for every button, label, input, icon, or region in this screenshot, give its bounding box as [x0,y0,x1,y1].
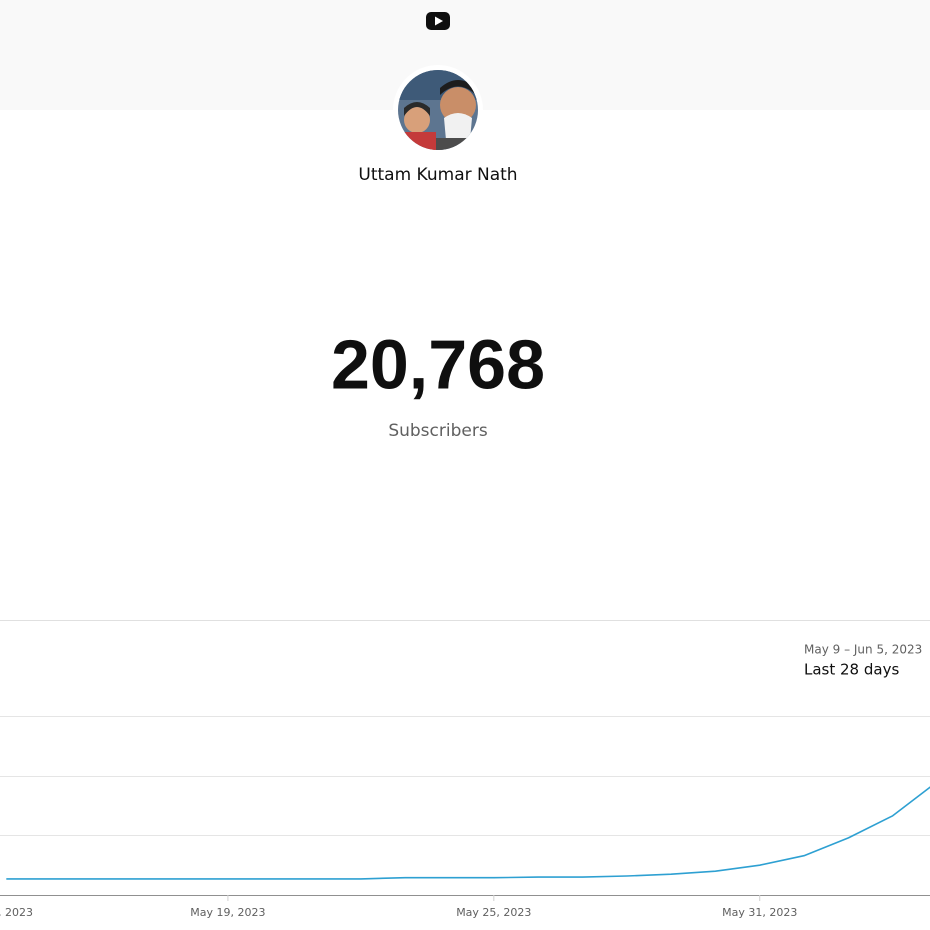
x-tick-label: May 25, 2023 [456,906,531,919]
chart [0,716,930,896]
subscriber-label: Subscribers [388,421,488,441]
avatar[interactable] [393,65,483,155]
period-label[interactable]: Last 28 days [804,661,899,679]
x-tick-label: May 13, 2023 [0,906,33,919]
x-tick-label: May 19, 2023 [190,906,265,919]
date-range: May 9 – Jun 5, 2023 [804,643,922,657]
subscriber-count: 20,768 [331,325,545,403]
channel-name: Uttam Kumar Nath [358,165,517,185]
x-tick-label: May 31, 2023 [722,906,797,919]
youtube-logo[interactable] [426,12,450,30]
series-line [6,786,930,880]
